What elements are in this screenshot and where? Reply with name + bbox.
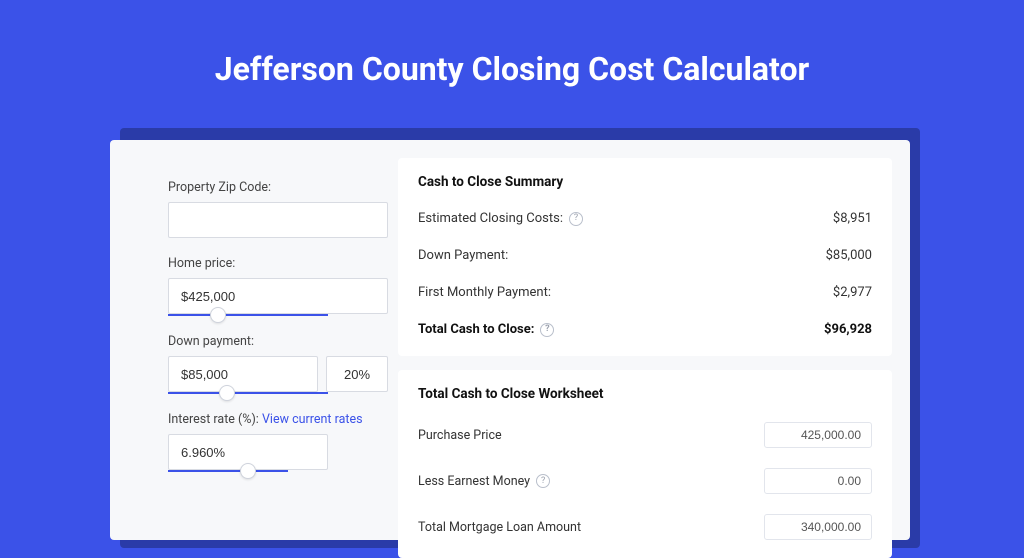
help-icon[interactable]: ? (569, 212, 583, 226)
summary-row-label: Estimated Closing Costs:? (418, 211, 583, 226)
worksheet-row: Less Earnest Money? (418, 462, 872, 508)
home-price-slider[interactable] (168, 314, 328, 316)
home-price-input[interactable] (168, 278, 388, 314)
worksheet-row: Purchase Price (418, 416, 872, 462)
summary-title: Cash to Close Summary (418, 174, 872, 190)
summary-row-label-text: Down Payment: (418, 248, 508, 263)
worksheet-row-label-text: Total Mortgage Loan Amount (418, 520, 581, 535)
home-price-slider-thumb[interactable] (210, 307, 226, 323)
summary-row-label-text: Total Cash to Close: (418, 322, 534, 337)
page-title: Jefferson County Closing Cost Calculator (0, 0, 1024, 116)
help-icon[interactable]: ? (540, 323, 554, 337)
results-column: Cash to Close Summary Estimated Closing … (398, 158, 892, 540)
summary-row-value: $85,000 (826, 248, 872, 263)
summary-row: Estimated Closing Costs:? $8,951 (418, 204, 872, 241)
summary-row-value: $2,977 (833, 285, 872, 300)
summary-row-label-text: Estimated Closing Costs: (418, 211, 563, 226)
worksheet-row-label-text: Less Earnest Money (418, 474, 530, 489)
view-rates-link[interactable]: View current rates (262, 412, 363, 427)
down-payment-slider[interactable] (168, 392, 328, 394)
summary-row-value: $8,951 (833, 211, 872, 226)
interest-label: Interest rate (%): View current rates (168, 412, 388, 427)
down-payment-label: Down payment: (168, 334, 388, 349)
down-payment-input[interactable] (168, 356, 318, 392)
summary-row-label: First Monthly Payment: (418, 285, 551, 300)
summary-row-value: $96,928 (824, 322, 872, 337)
inputs-column: Property Zip Code: Home price: Down paym… (128, 158, 398, 540)
down-payment-field-group: Down payment: (168, 334, 388, 394)
worksheet-row-label: Less Earnest Money? (418, 474, 550, 489)
worksheet-row-label: Purchase Price (418, 428, 502, 443)
zip-input[interactable] (168, 202, 388, 238)
worksheet-row: Total Mortgage Loan Amount (418, 508, 872, 554)
down-payment-pct-input[interactable] (326, 356, 388, 392)
interest-slider[interactable] (168, 470, 288, 472)
summary-row: Down Payment: $85,000 (418, 241, 872, 278)
worksheet-title: Total Cash to Close Worksheet (418, 386, 872, 402)
worksheet-value-input[interactable] (764, 514, 872, 540)
summary-row-label: Total Cash to Close:? (418, 322, 554, 337)
summary-card: Cash to Close Summary Estimated Closing … (398, 158, 892, 356)
zip-label: Property Zip Code: (168, 180, 388, 195)
interest-field-group: Interest rate (%): View current rates (168, 412, 388, 472)
summary-row-label: Down Payment: (418, 248, 508, 263)
worksheet-value-input[interactable] (764, 422, 872, 448)
interest-slider-thumb[interactable] (240, 463, 256, 479)
worksheet-value-input[interactable] (764, 468, 872, 494)
summary-row-label-text: First Monthly Payment: (418, 285, 551, 300)
home-price-label: Home price: (168, 256, 388, 271)
worksheet-card: Total Cash to Close Worksheet Purchase P… (398, 370, 892, 558)
help-icon[interactable]: ? (536, 474, 550, 488)
summary-row: Total Cash to Close:? $96,928 (418, 315, 872, 352)
worksheet-row-label-text: Purchase Price (418, 428, 502, 443)
home-price-field-group: Home price: (168, 256, 388, 316)
summary-row: First Monthly Payment: $2,977 (418, 278, 872, 315)
worksheet-row-label: Total Mortgage Loan Amount (418, 520, 581, 535)
down-payment-slider-thumb[interactable] (219, 385, 235, 401)
zip-field-group: Property Zip Code: (168, 180, 388, 238)
calculator-panel: Property Zip Code: Home price: Down paym… (110, 140, 910, 540)
interest-label-text: Interest rate (%): (168, 412, 259, 427)
